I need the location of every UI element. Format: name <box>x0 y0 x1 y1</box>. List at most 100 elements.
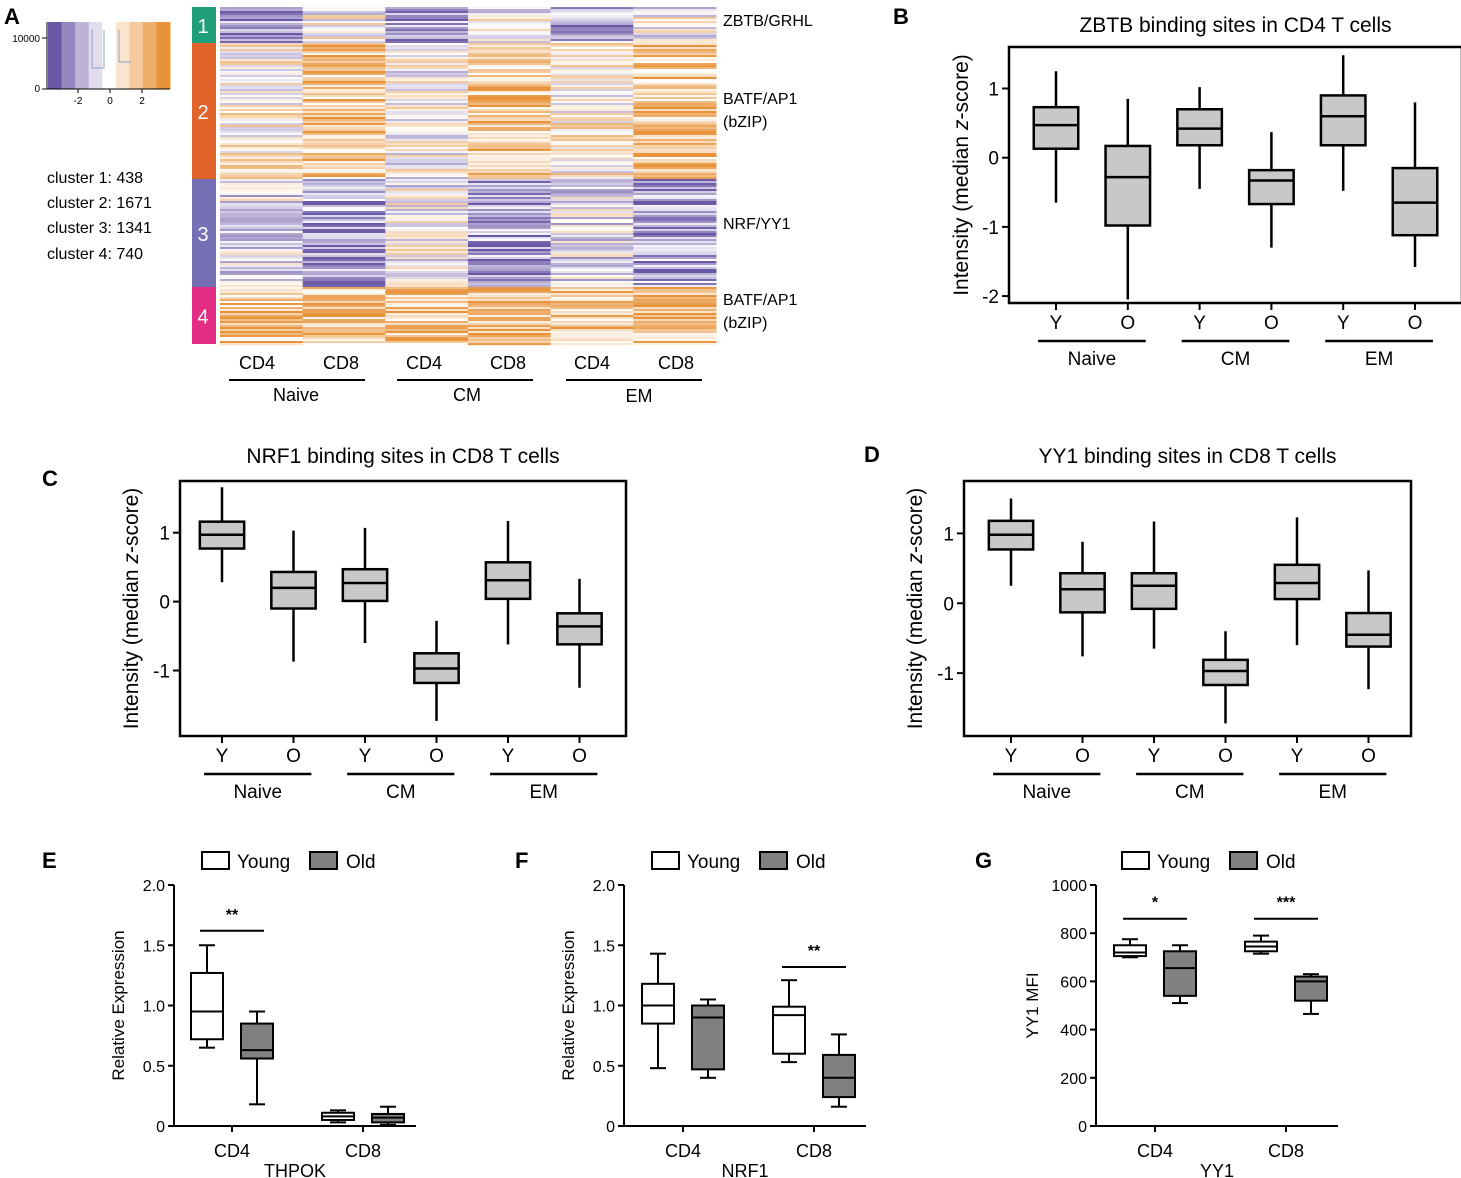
heatmap-cell <box>385 181 469 184</box>
heatmap-cell <box>302 147 386 150</box>
heatmap-cell <box>302 263 386 266</box>
heatmap-cell <box>633 137 717 140</box>
heatmap-cell <box>302 101 386 104</box>
heatmap-cell <box>385 105 469 108</box>
x-axis-label: THPOK <box>264 1161 326 1178</box>
heatmap-cell <box>633 25 717 28</box>
heatmap-cell <box>302 99 386 102</box>
heatmap-cell <box>468 123 552 126</box>
heatmap-cell <box>550 299 634 302</box>
panel-letter-a: A <box>4 4 20 29</box>
heatmap-cell <box>550 25 634 28</box>
heatmap-cell <box>468 341 552 344</box>
heatmap-cell <box>220 171 304 174</box>
heatmap-cell <box>302 163 386 166</box>
heatmap-cell <box>550 85 634 88</box>
heatmap-cell <box>220 311 304 314</box>
heatmap-cell <box>302 155 386 158</box>
heatmap-cell <box>550 289 634 292</box>
heatmap-cell <box>468 75 552 78</box>
heatmap-cell <box>468 65 552 68</box>
heatmap-cell <box>550 23 634 26</box>
heatmap-cell <box>220 295 304 298</box>
cluster-count: cluster 2: 1671 <box>47 195 152 212</box>
heatmap-cell <box>385 133 469 136</box>
heatmap-cell <box>633 101 717 104</box>
heatmap-cell <box>220 319 304 322</box>
legend-x-tick: 2 <box>139 96 145 107</box>
heatmap-cell <box>302 21 386 24</box>
heatmap-cell <box>550 335 634 338</box>
heatmap-cell <box>385 169 469 172</box>
x-axis-label: NRF1 <box>721 1161 768 1178</box>
heatmap-cell <box>220 145 304 148</box>
legend-y-tick: 10000 <box>12 34 40 45</box>
box <box>1032 105 1080 150</box>
heatmap-cell <box>302 305 386 308</box>
heatmap-cell <box>633 99 717 102</box>
heatmap-cell <box>385 341 469 344</box>
heatmap-cell <box>468 223 552 226</box>
heatmap-cell <box>220 143 304 146</box>
heatmap-cell <box>385 187 469 190</box>
heatmap-cell <box>385 237 469 240</box>
heatmap-cell <box>385 107 469 110</box>
heatmap-cell <box>385 139 469 142</box>
heatmap-cell <box>468 205 552 208</box>
heatmap-cell <box>550 307 634 310</box>
heatmap-cell <box>220 157 304 160</box>
heatmap-cell <box>468 49 552 52</box>
heatmap-cell <box>633 215 717 218</box>
heatmap-cell <box>633 107 717 110</box>
heatmap-cell <box>550 83 634 86</box>
heatmap-cell <box>550 265 634 268</box>
heatmap-cell <box>633 71 717 74</box>
heatmap-cell <box>385 217 469 220</box>
heatmap-cell <box>468 331 552 334</box>
heatmap-cell <box>385 113 469 116</box>
heatmap-cell <box>633 103 717 106</box>
heatmap-cell <box>633 141 717 144</box>
heatmap-cell <box>550 69 634 72</box>
heatmap-cell <box>633 111 717 114</box>
heatmap-cell <box>468 281 552 284</box>
x-tick-label: Y <box>1193 313 1206 334</box>
heatmap-cell <box>302 323 386 326</box>
cluster-count: cluster 4: 740 <box>47 246 143 263</box>
y-tick-label: 1 <box>943 524 954 545</box>
heatmap-cell <box>550 35 634 38</box>
heatmap-cell <box>550 45 634 48</box>
heatmap-cell <box>550 131 634 134</box>
heatmap-cell <box>302 159 386 162</box>
heatmap-cell <box>633 241 717 244</box>
heatmap-cell <box>633 309 717 312</box>
heatmap-cell <box>550 129 634 132</box>
heatmap-cell <box>633 289 717 292</box>
heatmap-cell <box>302 71 386 74</box>
heatmap-cell <box>633 263 717 266</box>
heatmap-cell <box>220 197 304 200</box>
heatmap-cell <box>302 69 386 72</box>
x-tick-label: O <box>1218 746 1233 767</box>
heatmap-cell <box>468 203 552 206</box>
heatmap-cell <box>633 213 717 216</box>
heatmap-cell <box>550 127 634 130</box>
heatmap-cell <box>633 187 717 190</box>
heatmap-cell <box>220 249 304 252</box>
heatmap-column-label: CD8 <box>658 353 694 373</box>
heatmap-cell <box>385 265 469 268</box>
heatmap-cell <box>302 327 386 330</box>
heatmap-cell <box>302 331 386 334</box>
heatmap-cell <box>220 287 304 290</box>
heatmap-cell <box>385 213 469 216</box>
heatmap-cell <box>633 235 717 238</box>
heatmap-cell <box>302 189 386 192</box>
heatmap-cell <box>385 221 469 224</box>
motif-label: ZBTB/GRHL <box>723 13 813 30</box>
heatmap-cell <box>633 319 717 322</box>
chart-title: YY1 binding sites in CD8 T cells <box>1038 445 1336 468</box>
heatmap-cell <box>550 11 634 14</box>
heatmap-cell <box>550 109 634 112</box>
heatmap-cell <box>220 305 304 308</box>
heatmap-cell <box>468 187 552 190</box>
